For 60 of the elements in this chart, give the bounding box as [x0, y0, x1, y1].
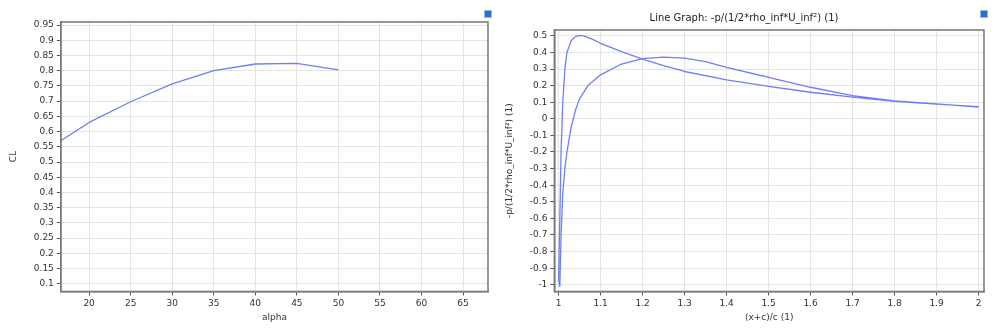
y-tick-label: 0.95 — [33, 19, 54, 30]
y-tick-label: -0.7 — [529, 229, 548, 240]
x-tick-label: 45 — [291, 298, 303, 309]
x-tick-label: 1.4 — [719, 298, 734, 309]
y-tick-label: -0.8 — [529, 245, 548, 256]
x-tick-label: 40 — [249, 298, 262, 309]
x-tick-label: 65 — [457, 298, 469, 309]
y-tick-label: -0.3 — [529, 162, 548, 173]
y-axis-title: -p/(1/2*rho_inf*U_inf²) (1) — [503, 103, 514, 219]
x-tick-label: 1 — [555, 298, 562, 309]
y-tick-label: 0.5 — [533, 30, 548, 41]
y-tick-label: 0.35 — [33, 202, 54, 213]
y-tick-label: -0.6 — [529, 212, 548, 223]
x-tick-label: 1.6 — [803, 298, 818, 309]
x-tick-label: 1.2 — [635, 298, 650, 309]
y-tick-label: 0.1 — [533, 96, 548, 107]
y-tick-label: 0.55 — [33, 141, 54, 152]
x-tick-label: 30 — [166, 298, 179, 309]
y-tick-label: -0.2 — [529, 146, 548, 157]
x-tick-label: 35 — [208, 298, 220, 309]
x-tick-label: 20 — [83, 298, 96, 309]
y-tick-label: 0.1 — [39, 278, 54, 289]
x-tick-label: 1.8 — [887, 298, 902, 309]
y-tick-label: 0.9 — [39, 34, 55, 45]
y-tick-label: 0.85 — [33, 49, 54, 60]
y-tick-label: 0.3 — [533, 63, 548, 74]
y-tick-label: 0.4 — [533, 46, 548, 57]
y-tick-label: 0.8 — [39, 65, 55, 76]
x-tick-label: 1.1 — [593, 298, 608, 309]
x-tick-label: 1.3 — [677, 298, 692, 309]
x-tick-label: 60 — [415, 298, 428, 309]
y-tick-label: 0 — [541, 113, 548, 124]
y-tick-label: 0.45 — [33, 171, 54, 182]
y-tick-label: 0.75 — [33, 80, 54, 91]
y-tick-label: 0.65 — [33, 110, 54, 121]
y-tick-label: 0.3 — [39, 217, 54, 228]
y-tick-label: 0.25 — [33, 232, 54, 243]
x-axis-title: alpha — [261, 311, 287, 322]
x-tick-label: 2 — [975, 298, 982, 309]
y-tick-label: 0.2 — [39, 247, 54, 258]
y-tick-label: 0.4 — [39, 186, 55, 197]
y-tick-label: -0.4 — [529, 179, 548, 190]
x-axis-title: (x+c)/c (1) — [744, 311, 794, 322]
y-tick-label: 0.2 — [533, 79, 548, 90]
y-tick-label: 0.6 — [39, 125, 55, 136]
x-tick-label: 55 — [374, 298, 386, 309]
y-tick-label: -0.5 — [529, 196, 548, 207]
x-tick-label: 25 — [124, 298, 137, 309]
y-tick-label: 0.7 — [39, 95, 54, 106]
y-tick-label: -0.9 — [529, 262, 548, 273]
y-axis-title: CL — [7, 151, 18, 163]
x-tick-label: 1.5 — [761, 298, 776, 309]
x-tick-label: 50 — [332, 298, 345, 309]
chart-title: Line Graph: -p/(1/2*rho_inf*U_inf²) (1) — [649, 11, 839, 24]
x-tick-label: 1.7 — [845, 298, 860, 309]
x-tick-label: 1.9 — [929, 298, 944, 309]
y-tick-label: -0.1 — [529, 129, 548, 140]
y-tick-label: 0.15 — [33, 262, 54, 273]
y-tick-label: 0.5 — [39, 156, 54, 167]
y-tick-label: -1 — [538, 279, 548, 290]
